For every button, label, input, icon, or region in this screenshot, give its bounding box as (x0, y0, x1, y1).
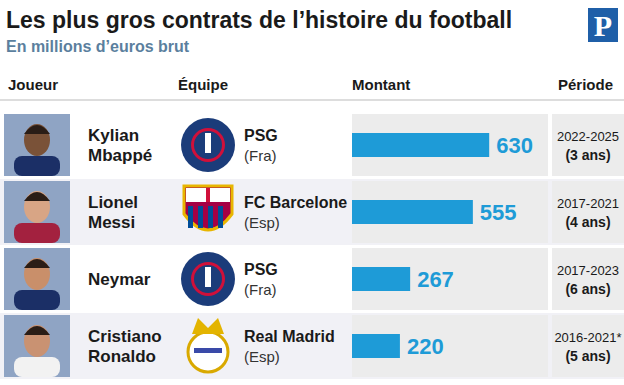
crest-tower (205, 133, 211, 153)
photo-hair (24, 125, 50, 134)
photo-bg (4, 181, 70, 243)
player-name-line: Kylian (88, 126, 139, 145)
photo-shirt (14, 357, 60, 377)
photo-shirt (14, 156, 60, 176)
photo-head (24, 325, 50, 357)
crest-circle (188, 332, 228, 372)
team-crest (181, 252, 235, 306)
bar (352, 200, 473, 224)
period: 2017-2023 (557, 263, 619, 278)
player-name: KylianMbappé (88, 126, 152, 165)
subtitle: En millions d’euros brut (6, 38, 190, 55)
bar-track (352, 181, 548, 243)
duration: (5 ans) (565, 348, 610, 364)
period-box (552, 248, 624, 310)
player-name-line: Messi (88, 213, 135, 232)
bar-track (352, 315, 548, 377)
team-name: PSG (244, 127, 278, 144)
column-header: Équipe (178, 76, 228, 93)
period-box (552, 315, 624, 377)
team-country: (Fra) (244, 281, 277, 298)
crest-ring (191, 262, 225, 296)
header-rule (0, 100, 624, 101)
team-name: Real Madrid (244, 328, 335, 345)
period-box (552, 181, 624, 243)
photo-shirt (14, 223, 60, 243)
crest-band (194, 348, 222, 353)
column-header: Période (558, 76, 613, 93)
crest-outer (181, 252, 235, 306)
photo-head (24, 191, 50, 223)
bar (352, 267, 410, 291)
row-band (0, 313, 624, 379)
team-country: (Fra) (244, 147, 277, 164)
bars (352, 133, 489, 358)
crest-stripe (198, 206, 203, 228)
data-label: 220 (407, 334, 444, 359)
crest-shield (184, 186, 232, 230)
player-name: Neymar (88, 270, 151, 289)
data-label: 267 (417, 267, 454, 292)
player-photo (4, 315, 70, 377)
photo-hair (24, 259, 50, 268)
team-country: (Esp) (244, 214, 280, 231)
photo-head (24, 258, 50, 290)
team-name: FC Barcelone (244, 194, 347, 211)
title: Les plus gros contrats de l’histoire du … (6, 7, 512, 33)
period: 2022-2025 (557, 129, 619, 144)
player-name-line: Mbappé (88, 146, 152, 165)
period-box (552, 114, 624, 176)
column-header: Montant (352, 76, 410, 93)
logo-box (588, 8, 618, 42)
crest-stripe (188, 206, 193, 228)
photo-hair (24, 192, 50, 201)
player-photo (4, 181, 70, 243)
crest-ring (191, 128, 225, 162)
bar (352, 133, 489, 157)
player-name-line: Neymar (88, 270, 151, 289)
crest-outer (181, 118, 235, 172)
chart-root: Les plus gros contrats de l’histoire du … (0, 0, 624, 385)
crest-inner (194, 131, 222, 159)
crest-top (186, 188, 230, 202)
team-crest (188, 318, 228, 372)
crest-crown (192, 318, 224, 334)
crest-inner (194, 265, 222, 293)
photo-bg (4, 114, 70, 176)
player-name-line: Cristiano (88, 327, 162, 346)
crest-cross (206, 188, 210, 202)
player-name: CristianoRonaldo (88, 327, 162, 366)
crest-stripe (218, 206, 223, 228)
data-label: 630 (496, 133, 533, 158)
player-name-line: Lionel (88, 193, 138, 212)
player-name-line: Ronaldo (88, 347, 156, 366)
duration: (3 ans) (565, 147, 610, 163)
duration: (4 ans) (565, 214, 610, 230)
duration: (6 ans) (565, 281, 610, 297)
photo-head (24, 124, 50, 156)
team-country: (Esp) (244, 348, 280, 365)
player-name: LionelMessi (88, 193, 138, 232)
photo-bg (4, 315, 70, 377)
player-photo (4, 248, 70, 310)
photo-hair (24, 326, 50, 335)
chart-svg: Les plus gros contrats de l’histoire du … (0, 0, 624, 385)
crest-stripe (208, 206, 213, 228)
bar-track (352, 248, 548, 310)
photo-bg (4, 248, 70, 310)
bar-track (352, 114, 548, 176)
period: 2016-2021* (554, 330, 621, 345)
team-crest (184, 186, 232, 230)
crest-tower (205, 267, 211, 287)
row-band (0, 179, 624, 245)
data-label: 555 (480, 200, 517, 225)
period: 2017-2021 (557, 196, 619, 211)
team-name: PSG (244, 261, 278, 278)
player-photo (4, 114, 70, 176)
team-crest (181, 118, 235, 172)
logo: P (594, 9, 612, 42)
bar (352, 334, 400, 358)
photo-shirt (14, 290, 60, 310)
column-header: Joueur (8, 76, 58, 93)
